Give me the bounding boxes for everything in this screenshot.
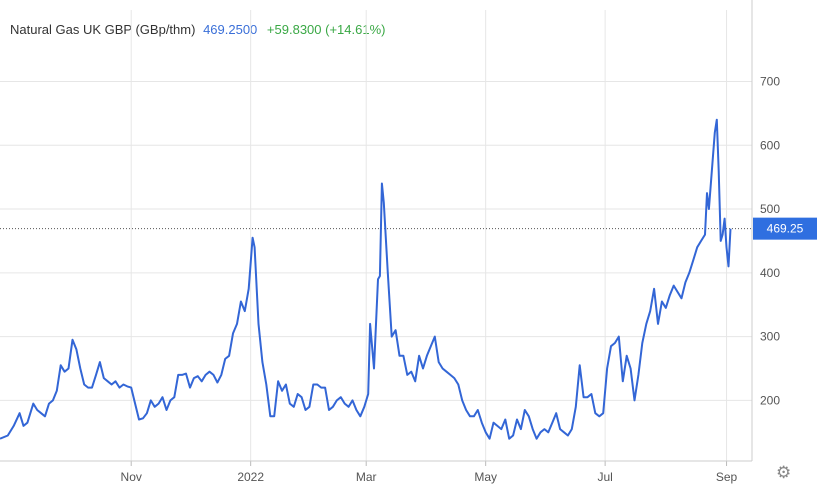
last-value: 469.2500 — [203, 22, 258, 37]
last-price-badge-text: 469.25 — [767, 222, 804, 236]
last-price-badge-box — [753, 217, 817, 240]
x-tick-label: May — [474, 470, 497, 484]
x-tick-label: Nov — [121, 470, 142, 484]
y-tick-label: 400 — [760, 266, 780, 280]
x-tick-label: Jul — [597, 470, 612, 484]
x-tick-label: Sep — [716, 470, 738, 484]
axes — [0, 0, 753, 466]
change-value: +59.8300 (+14.61%) — [266, 22, 386, 37]
series-line-group — [0, 118, 732, 440]
chart-legend: Natural Gas UK GBP (GBp/thm) 469.2500 +5… — [10, 22, 385, 37]
y-tick-label: 500 — [760, 202, 780, 216]
y-tick-label: 200 — [760, 393, 780, 407]
series-name: Natural Gas UK GBP (GBp/thm) — [10, 22, 196, 37]
gear-icon[interactable]: ⚙ — [776, 463, 792, 482]
last-price-badge: 469.25 — [753, 217, 817, 240]
x-tick-label: Mar — [356, 470, 377, 484]
series-line — [0, 118, 732, 440]
tick-labels: 200 300 400 500 600 700 Nov 2022 Mar May Jul Sep — [121, 74, 781, 484]
x-tick-label: 2022 — [237, 470, 264, 484]
y-tick-label: 300 — [760, 330, 780, 344]
y-tick-label: 600 — [760, 138, 780, 152]
grid-lines — [0, 10, 752, 461]
y-tick-label: 700 — [760, 74, 780, 88]
